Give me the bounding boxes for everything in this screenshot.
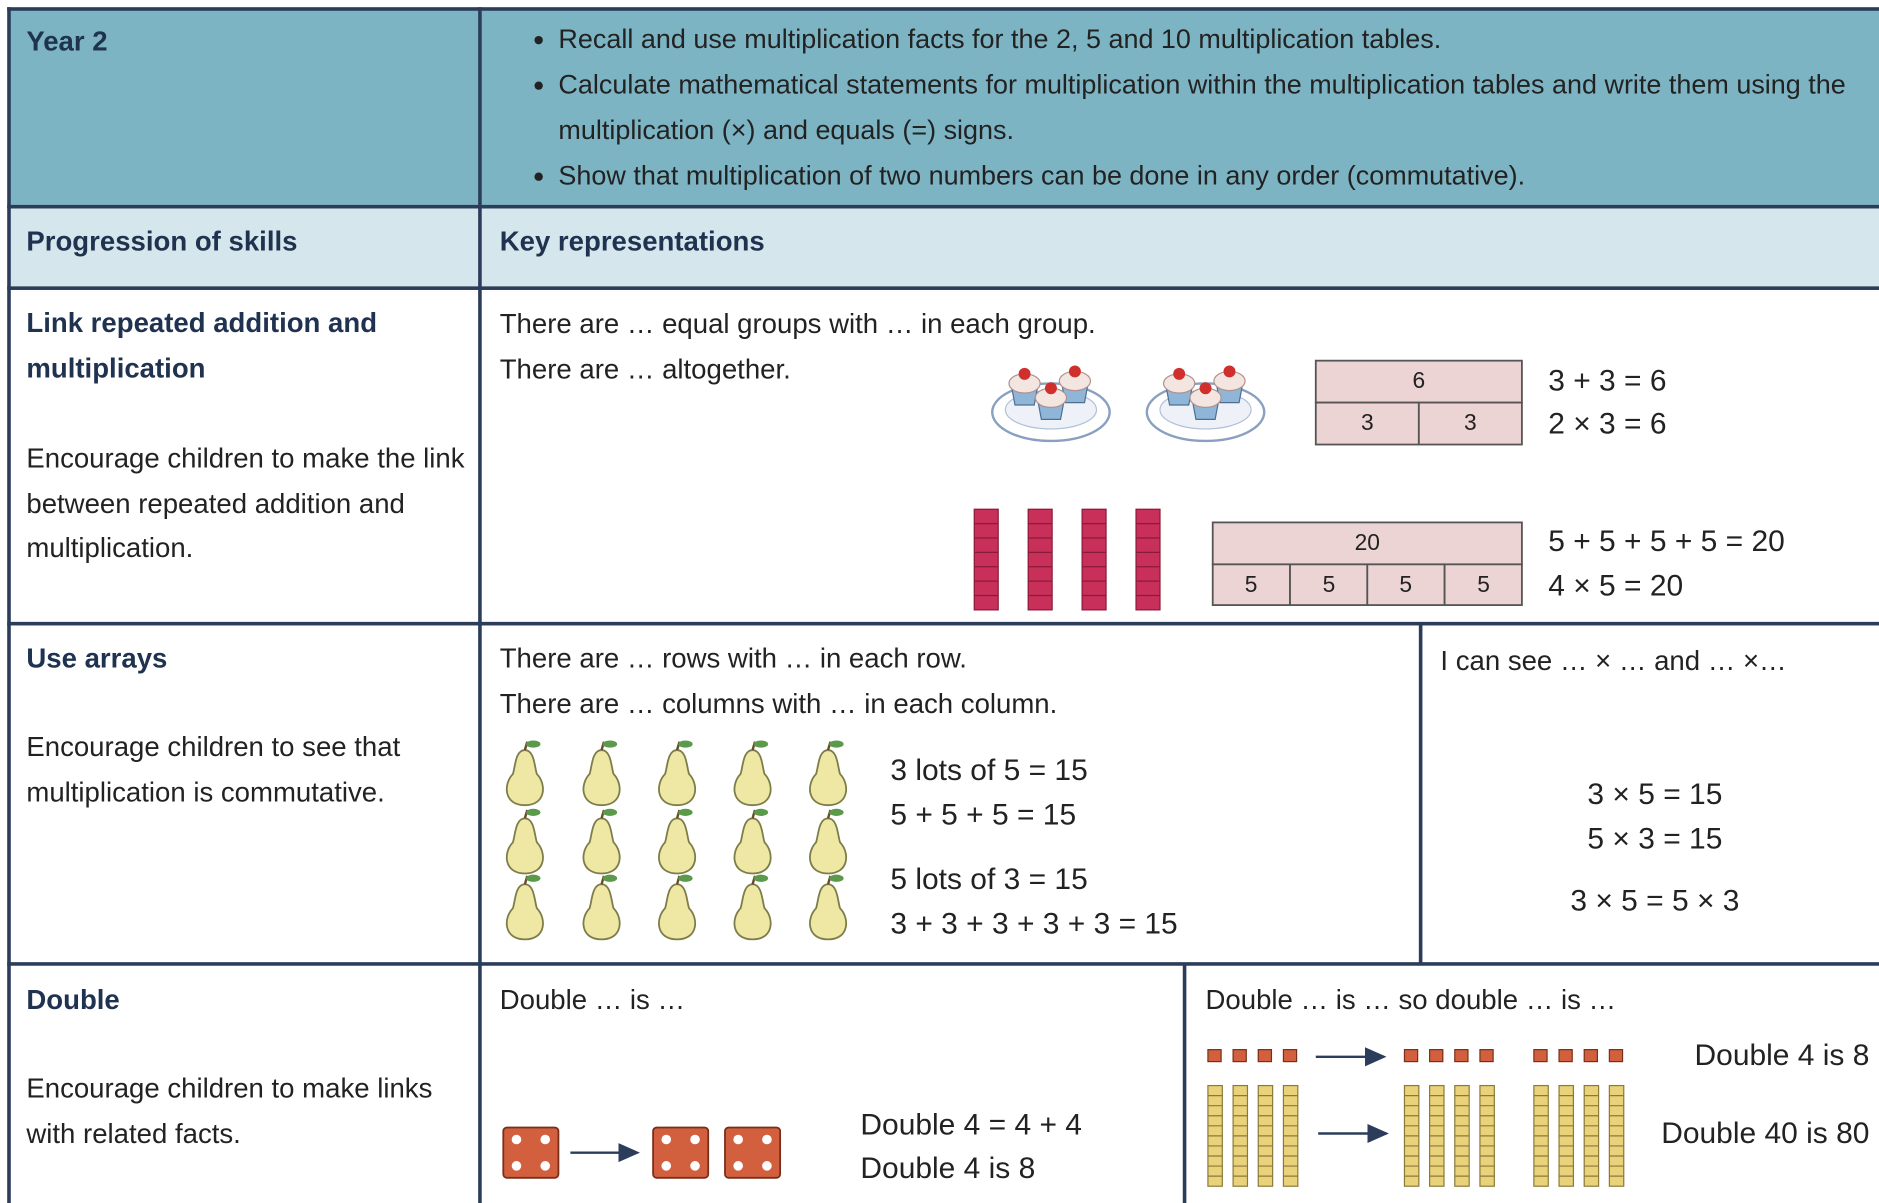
bar-whole: 20 xyxy=(1354,530,1380,556)
bar-part: 5 xyxy=(1477,572,1490,598)
border xyxy=(7,962,1879,966)
border xyxy=(7,621,1879,626)
bar-whole: 6 xyxy=(1412,369,1426,395)
border xyxy=(1418,623,1423,964)
border xyxy=(7,204,1879,209)
equation: 5 + 5 + 5 + 5 = 20 xyxy=(1548,524,1785,559)
equation: 3 + 3 = 6 xyxy=(1548,364,1667,398)
objectives: Recall and use multiplication facts for … xyxy=(501,17,1865,199)
border xyxy=(7,7,11,1203)
column-header-row xyxy=(9,206,1879,288)
prompt: Double … is … xyxy=(499,983,686,1015)
objective: Show that multiplication of two numbers … xyxy=(558,153,1864,199)
equation: 3 + 3 + 3 + 3 + 3 = 15 xyxy=(890,907,1178,941)
equation: Double 40 is 80 xyxy=(1661,1116,1870,1151)
equation: Double 4 is 8 xyxy=(860,1151,1036,1186)
equation: 3 × 5 = 15 xyxy=(1587,777,1723,812)
guidance: Encourage children to make the link betw… xyxy=(26,442,465,564)
prompt: There are … rows with … in each row. xyxy=(499,642,967,674)
equation: Double 4 is 8 xyxy=(1694,1038,1870,1073)
skill: Use arrays xyxy=(26,642,168,674)
column-header: Key representations xyxy=(499,225,765,257)
guidance: Encourage children to make links with re… xyxy=(26,1072,433,1149)
equation: Double 4 = 4 + 4 xyxy=(860,1108,1082,1142)
equation: 3 lots of 5 = 15 xyxy=(890,753,1088,788)
bar-part: 3 xyxy=(1360,410,1374,437)
equation: 4 × 5 = 20 xyxy=(1548,569,1684,603)
bar-part: 5 xyxy=(1322,572,1336,598)
border xyxy=(1182,963,1187,1203)
border xyxy=(7,286,1879,290)
year: Year 2 xyxy=(26,25,108,57)
border xyxy=(478,7,482,1203)
equation: 5 lots of 3 = 15 xyxy=(890,862,1088,897)
equation: 2 × 3 = 6 xyxy=(1548,407,1667,441)
skill: Double xyxy=(26,983,120,1015)
bar-part: 5 xyxy=(1244,572,1258,598)
equation: 5 + 5 + 5 = 15 xyxy=(890,798,1077,832)
border xyxy=(7,7,1879,11)
header-row xyxy=(9,9,1879,207)
prompt: I can see … × … and … ×… xyxy=(1440,644,1787,676)
column-header: Progression of skills xyxy=(26,225,298,257)
skill: Link repeated addition and multiplicatio… xyxy=(26,306,378,383)
guidance: Encourage children to see that multiplic… xyxy=(26,730,401,807)
objective: Recall and use multiplication facts for … xyxy=(558,17,1864,63)
bar-part: 3 xyxy=(1464,410,1477,437)
prompt: There are … equal groups with … in each … xyxy=(499,307,1096,340)
prompt: There are … altogether. xyxy=(499,353,791,385)
equation: 3 × 5 = 5 × 3 xyxy=(1570,884,1740,918)
bar-part: 5 xyxy=(1399,572,1412,598)
prompt: Double … is … so double … is … xyxy=(1205,983,1617,1015)
equation: 5 × 3 = 15 xyxy=(1587,821,1723,856)
objective: Calculate mathematical statements for mu… xyxy=(558,62,1864,153)
prompt: There are … columns with … in each colum… xyxy=(499,687,1058,719)
